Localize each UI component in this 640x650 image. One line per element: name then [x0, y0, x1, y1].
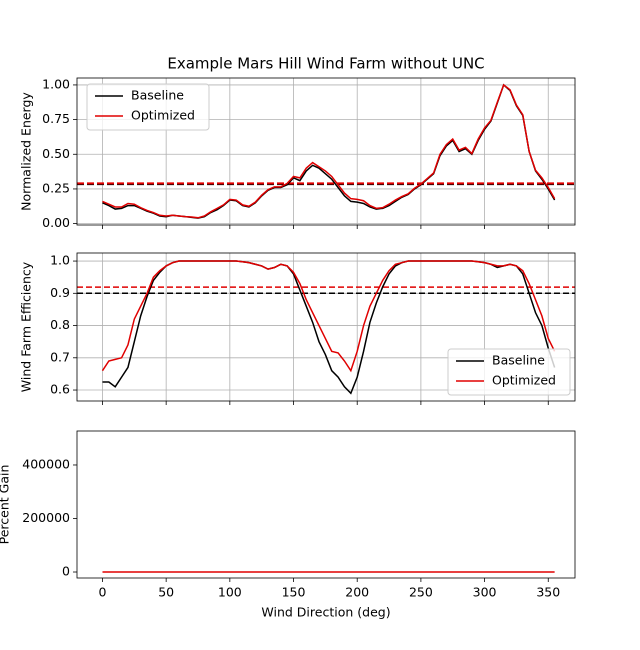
x-tick-label: 50 — [158, 585, 174, 600]
x-tick-label: 350 — [536, 585, 560, 600]
y-axis-label: Normalized Energy — [19, 92, 34, 211]
legend-label: Optimized — [131, 108, 195, 123]
data-line — [102, 83, 556, 219]
y-tick-label: 0.8 — [50, 317, 70, 332]
y-tick-label: 1.00 — [42, 76, 70, 91]
axes-frame — [76, 77, 576, 226]
y-tick-label: 0.75 — [42, 111, 70, 126]
legend-label: Baseline — [131, 88, 184, 103]
y-tick-label: 400000 — [22, 456, 70, 471]
y-tick-label: 0.7 — [50, 349, 70, 364]
x-axis-label: Wind Direction (deg) — [261, 605, 390, 620]
chart-title: Example Mars Hill Wind Farm without UNC — [167, 55, 484, 73]
y-tick-label: 200000 — [22, 510, 70, 525]
plot-area — [77, 260, 575, 395]
x-tick-label: 0 — [98, 585, 106, 600]
legend-label: Baseline — [492, 353, 545, 368]
axes-frame — [76, 430, 576, 579]
axes-frame — [76, 252, 576, 402]
y-tick-label: 0.00 — [42, 215, 70, 230]
x-tick-label: 250 — [409, 585, 433, 600]
y-axis-label: Wind Farm Efficiency — [19, 261, 34, 392]
data-line — [101, 260, 556, 373]
y-tick-label: 0.50 — [42, 146, 70, 161]
y-tick-label: 0 — [62, 564, 70, 579]
legend-label: Optimized — [492, 373, 556, 388]
x-tick-label: 200 — [345, 585, 369, 600]
y-axis-label: Percent Gain — [0, 465, 12, 545]
x-tick-label: 300 — [473, 585, 497, 600]
x-tick-label: 150 — [282, 585, 306, 600]
y-tick-label: 1.0 — [50, 253, 70, 268]
y-tick-label: 0.9 — [50, 285, 70, 300]
plot-area — [77, 83, 575, 219]
y-tick-label: 0.25 — [42, 180, 70, 195]
y-tick-label: 0.6 — [50, 382, 70, 397]
x-tick-label: 100 — [218, 585, 242, 600]
